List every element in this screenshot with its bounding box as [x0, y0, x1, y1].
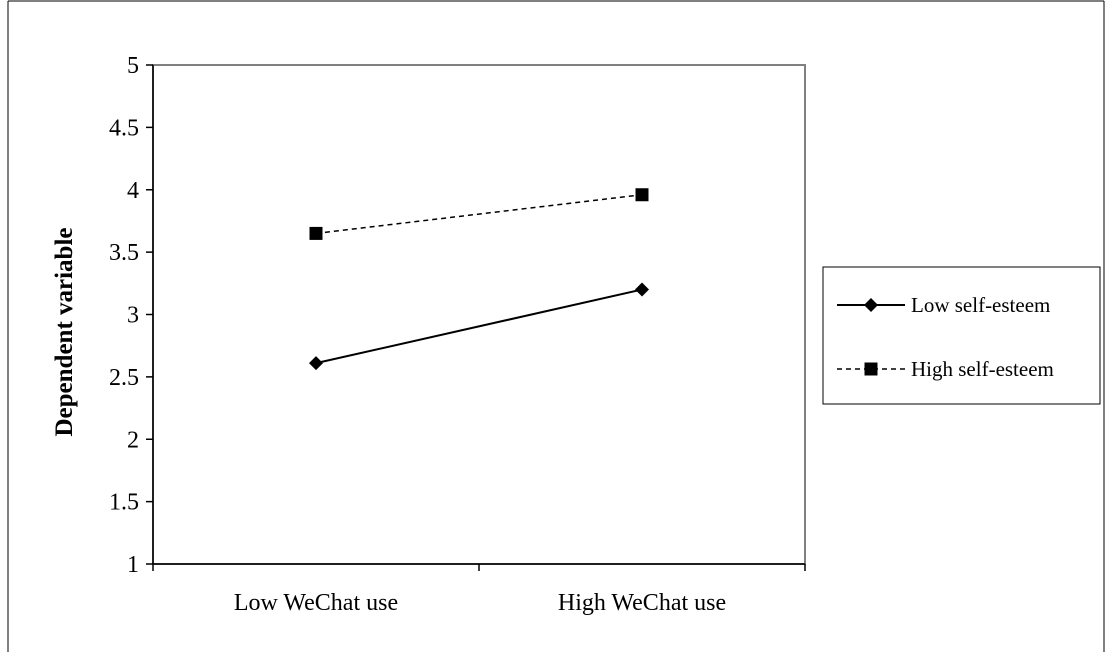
x-tick-label: High WeChat use — [558, 590, 726, 616]
legend-label: Low self-esteem — [911, 293, 1050, 317]
y-tick-label: 1.5 — [109, 490, 139, 516]
legend-marker — [864, 362, 878, 376]
y-tick-label: 4 — [127, 178, 139, 204]
y-tick-label: 5 — [127, 53, 139, 79]
legend-box — [822, 266, 1101, 405]
y-axis-title: Dependent variable — [51, 227, 78, 436]
y-tick-label: 3.5 — [109, 240, 139, 266]
y-axis-ticks: 1 1.5 2 2.5 3 3.5 4 4.5 5 — [109, 53, 153, 578]
data-point — [309, 226, 323, 240]
legend-marker — [864, 298, 878, 312]
x-axis-ticks: Low WeChat use High WeChat use — [152, 564, 806, 616]
y-tick-label: 1 — [127, 552, 139, 578]
data-point — [635, 188, 649, 202]
series-layer — [309, 188, 649, 371]
y-tick-label: 3 — [127, 303, 139, 329]
data-point — [635, 282, 649, 297]
y-tick-label: 2.5 — [109, 365, 139, 391]
y-tick-label: 2 — [127, 427, 139, 453]
x-tick-label: Low WeChat use — [234, 590, 398, 616]
plot-area — [152, 64, 806, 565]
series-line-low-self-esteem — [315, 288, 643, 365]
y-tick-label: 4.5 — [109, 115, 139, 141]
data-point — [309, 356, 323, 371]
legend-label: High self-esteem — [911, 357, 1054, 381]
series-line-high-self-esteem — [315, 193, 643, 235]
legend: Low self-esteem High self-esteem — [837, 293, 1054, 381]
